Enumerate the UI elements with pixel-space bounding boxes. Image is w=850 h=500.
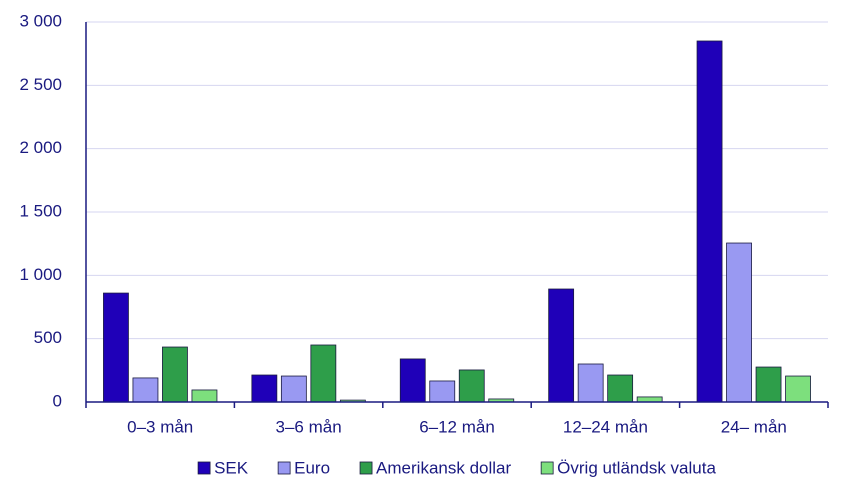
- bar: [132, 377, 159, 403]
- bar: [251, 374, 278, 403]
- x-tick-label: 6–12 mån: [419, 417, 495, 436]
- bar: [785, 375, 811, 403]
- bar: [458, 369, 485, 403]
- y-tick-label: 3 000: [19, 11, 62, 30]
- y-tick-label: 500: [34, 328, 62, 347]
- bar: [548, 288, 575, 403]
- legend-swatch: [359, 461, 373, 475]
- bar: [162, 346, 188, 403]
- bar: [577, 363, 604, 403]
- bar: [429, 380, 456, 403]
- y-tick-label: 2 500: [19, 75, 62, 94]
- x-tick-label: 24– mån: [721, 417, 787, 436]
- y-tick-label: 1 500: [19, 201, 62, 220]
- bar: [636, 396, 663, 403]
- x-tick-label: 0–3 mån: [127, 417, 193, 436]
- x-tick-label: 12–24 mån: [563, 417, 648, 436]
- bar: [607, 374, 634, 403]
- legend-swatch: [540, 461, 554, 475]
- bar: [726, 242, 752, 403]
- bar: [191, 389, 218, 403]
- x-tick-label: 3–6 mån: [276, 417, 342, 436]
- legend-swatch: [277, 461, 291, 475]
- bar: [310, 344, 337, 403]
- bar: [696, 40, 723, 403]
- bar: [755, 366, 782, 403]
- y-tick-label: 2 000: [19, 138, 62, 157]
- legend-label: Övrig utländsk valuta: [557, 458, 716, 477]
- y-tick-label: 0: [53, 391, 62, 410]
- legend-label: Amerikansk dollar: [376, 458, 511, 477]
- legend-swatch: [197, 461, 211, 475]
- y-tick-label: 1 000: [19, 265, 62, 284]
- bar: [103, 292, 129, 403]
- legend-label: Euro: [294, 458, 330, 477]
- legend: SEK Euro Amerikansk dollar Övrig utländsk v…: [197, 458, 716, 477]
- legend-label: SEK: [214, 458, 249, 477]
- bar: [399, 358, 426, 403]
- bar: [280, 375, 307, 403]
